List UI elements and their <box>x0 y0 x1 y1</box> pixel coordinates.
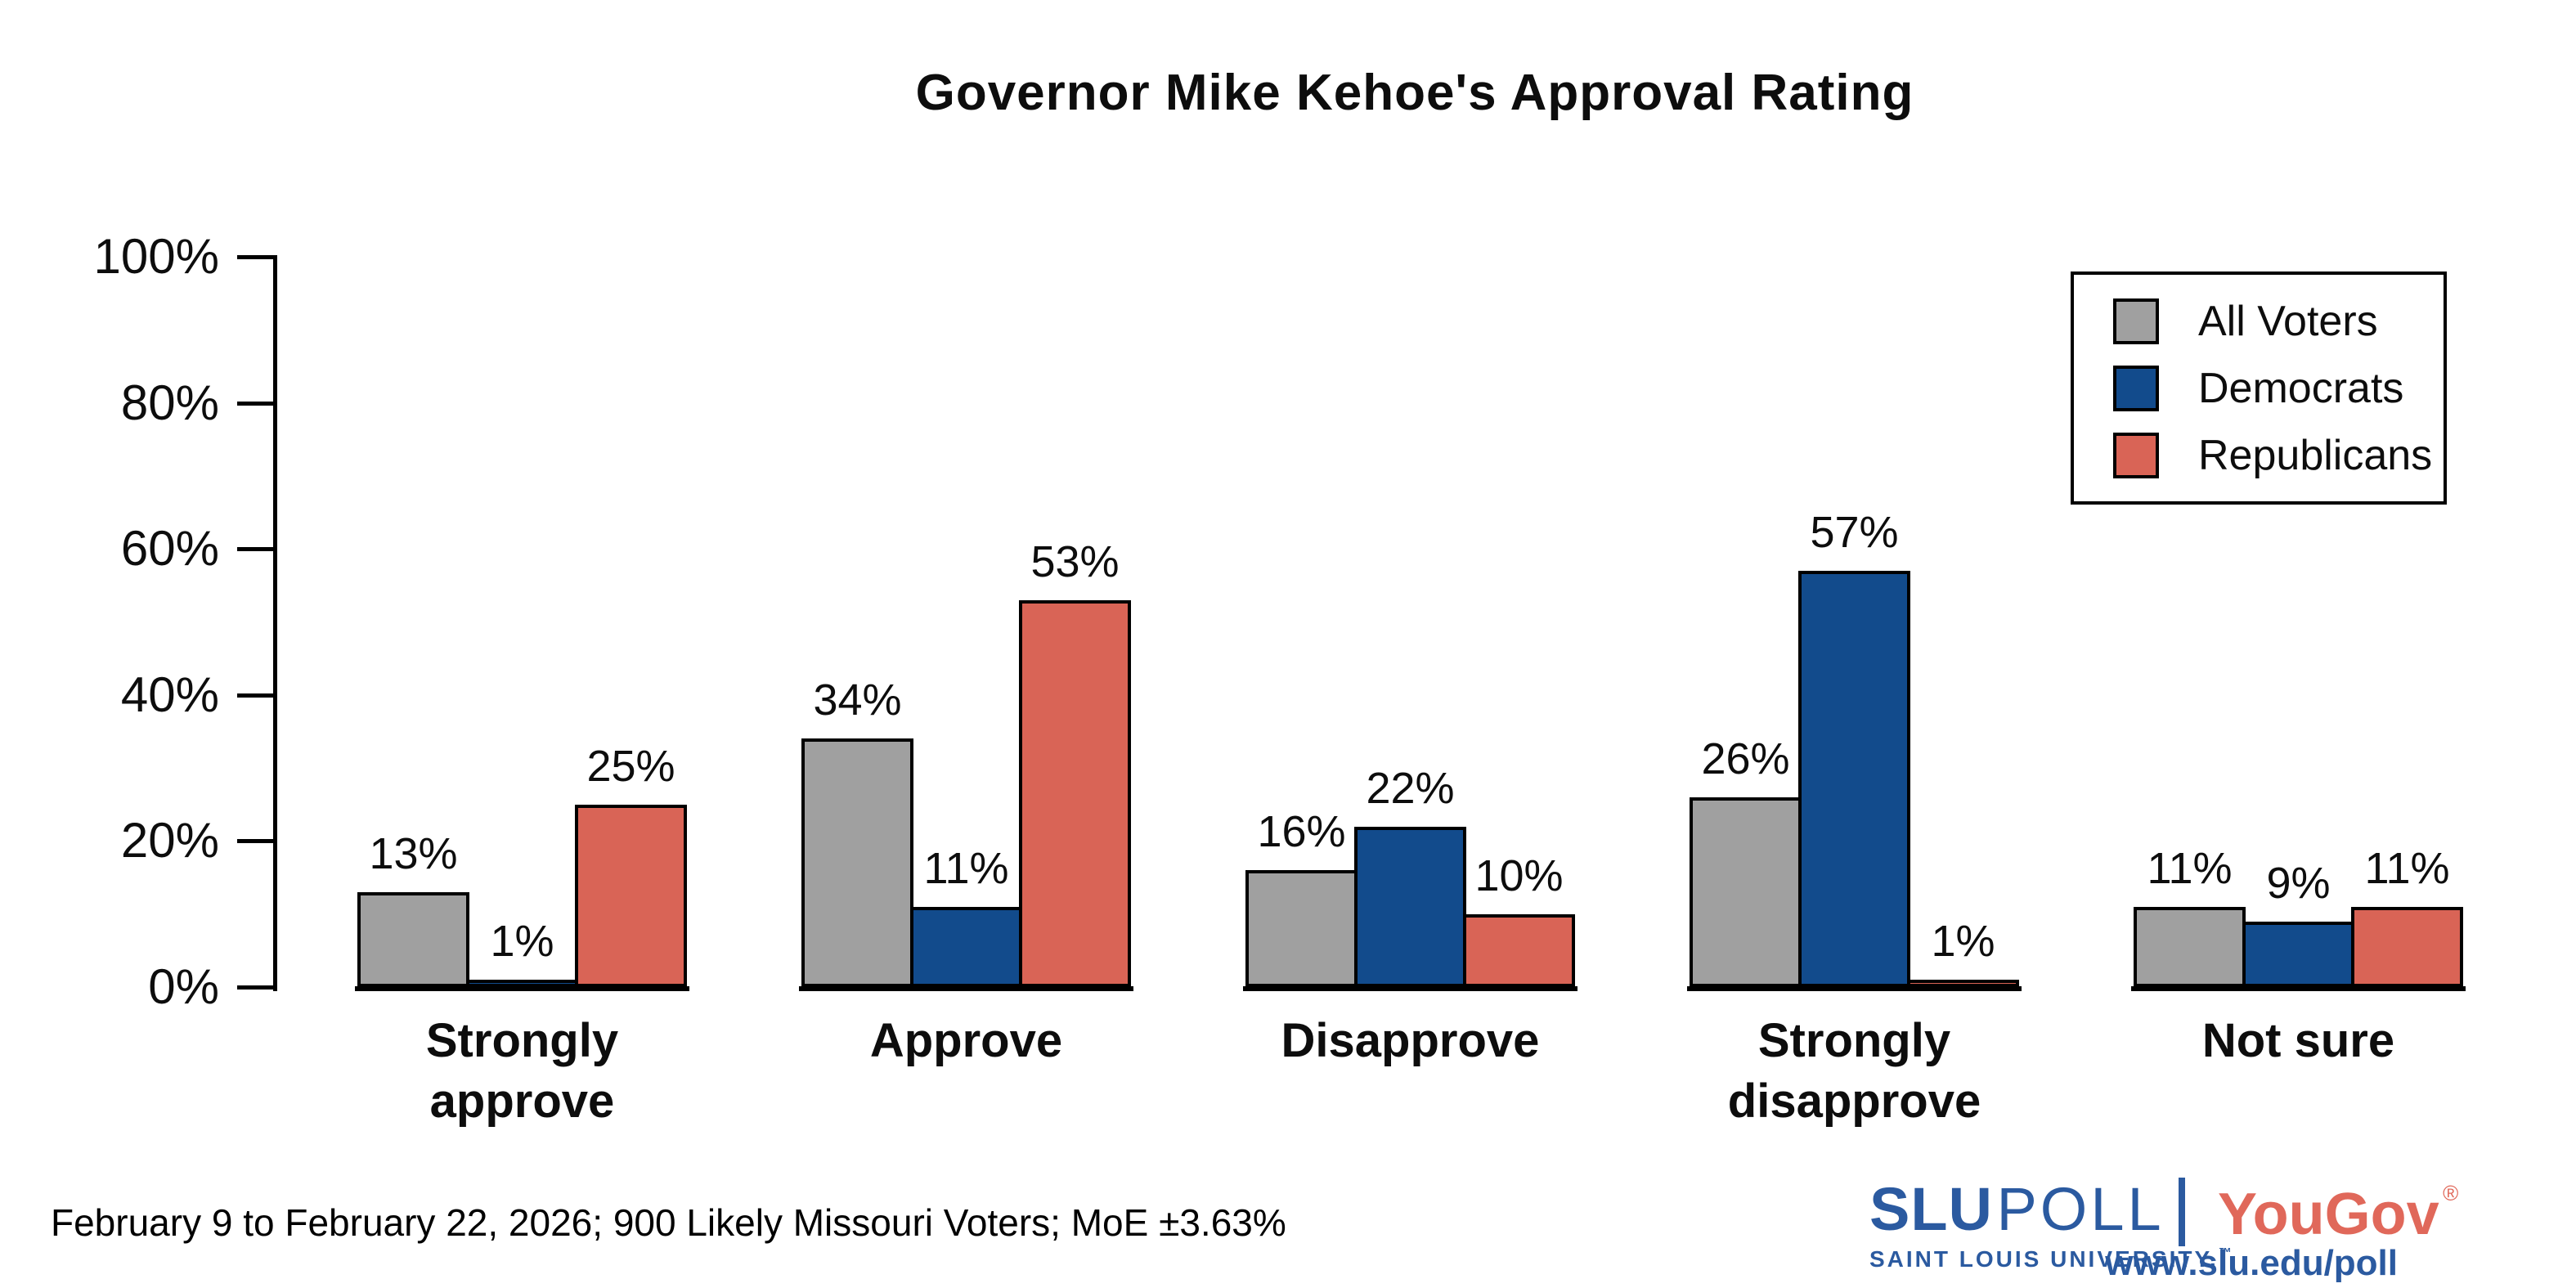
bar-value-label: 53% <box>1030 537 1120 586</box>
legend-item: Democrats <box>2113 364 2444 413</box>
x-axis-baseline <box>1243 986 1577 991</box>
bar-value-label: 1% <box>1931 917 1995 966</box>
y-axis-tick-label: 80% <box>120 375 219 430</box>
bar-value-label: 11% <box>2147 844 2233 893</box>
bar-value-label: 10% <box>1474 851 1564 900</box>
x-axis-baseline <box>1687 986 2022 991</box>
legend-swatch-all-voters <box>2113 298 2159 344</box>
y-axis-tick-label: 0% <box>148 959 219 1014</box>
legend-swatch-democrats <box>2113 365 2159 411</box>
category-label: Not sure <box>2201 1014 2395 1067</box>
legend: All Voters Democrats Republicans <box>2071 272 2447 505</box>
bar-democrats <box>2242 922 2354 987</box>
poll-logo-text: POLL <box>1996 1175 2165 1243</box>
y-axis-tick <box>237 255 276 259</box>
bar-all-voters <box>801 738 913 987</box>
bar-value-label: 11% <box>2364 844 2450 893</box>
y-axis-tick-label: 100% <box>93 229 219 284</box>
bar-all-voters <box>1245 870 1358 987</box>
bar-all-voters <box>357 892 469 987</box>
legend-item: All Voters <box>2113 297 2444 346</box>
y-axis-tick <box>237 547 276 552</box>
slu-poll-url: www.slu.edu/poll <box>2105 1243 2398 1283</box>
legend-label: All Voters <box>2198 297 2378 345</box>
y-axis-tick <box>237 985 276 990</box>
x-axis-baseline <box>799 986 1133 991</box>
legend-label: Republicans <box>2198 431 2433 479</box>
bar-value-label: 25% <box>586 742 675 791</box>
bar-value-label: 1% <box>490 917 554 966</box>
slu-poll-logo: SLU POLL <box>1869 1174 2165 1244</box>
y-axis-tick-label: 20% <box>120 813 219 868</box>
bar-democrats <box>910 907 1022 987</box>
category-label: Disapprove <box>1281 1014 1540 1067</box>
footnote: February 9 to February 22, 2026; 900 Lik… <box>51 1201 1286 1244</box>
legend-item: Republicans <box>2113 431 2444 480</box>
x-axis-baseline <box>355 986 689 991</box>
category-label: Strongly approve <box>425 1014 619 1128</box>
bar-republicans <box>1463 914 1575 987</box>
bar-value-label: 13% <box>369 829 458 878</box>
bar-democrats <box>1798 571 1910 987</box>
bar-all-voters <box>1690 797 1802 987</box>
x-axis-baseline <box>2131 986 2466 991</box>
bar-value-label: 57% <box>1810 508 1899 557</box>
bar-republicans <box>1019 600 1131 987</box>
registered-symbol: ® <box>2443 1181 2459 1205</box>
y-axis-tick <box>237 401 276 406</box>
bar-value-label: 34% <box>813 675 902 725</box>
bar-republicans <box>2351 907 2463 987</box>
bar-republicans <box>1907 980 2019 987</box>
bar-value-label: 22% <box>1366 764 1455 813</box>
bar-republicans <box>575 805 687 987</box>
chart-title: Governor Mike Kehoe's Approval Rating <box>915 65 1914 121</box>
bar-democrats <box>1354 827 1466 987</box>
y-axis-tick-label: 60% <box>120 521 219 577</box>
slu-logo-text: SLU <box>1869 1175 1993 1243</box>
slu-subtitle: SAINT LOUIS UNIVERSITY.™ <box>1869 1246 2234 1272</box>
trademark-symbol: ™ <box>2218 1246 2234 1260</box>
legend-label: Democrats <box>2198 364 2404 412</box>
category-label: Approve <box>869 1014 1063 1067</box>
yougov-logo-text: YouGov <box>2218 1182 2439 1247</box>
bar-value-label: 9% <box>2266 859 2331 908</box>
yougov-logo: YouGov ® <box>2218 1181 2458 1248</box>
y-axis-line <box>273 255 277 991</box>
bar-all-voters <box>2134 907 2246 987</box>
bar-value-label: 26% <box>1701 734 1790 783</box>
logo-separator-bar <box>2179 1178 2185 1246</box>
bar-value-label: 16% <box>1257 807 1346 856</box>
category-label: Strongly disapprove <box>1727 1014 1981 1128</box>
legend-swatch-republicans <box>2113 432 2159 478</box>
bar-value-label: 11% <box>923 844 1009 893</box>
y-axis-tick-label: 40% <box>120 666 219 722</box>
y-axis-tick <box>237 839 276 844</box>
y-axis-tick <box>237 693 276 698</box>
bar-democrats <box>466 980 578 987</box>
